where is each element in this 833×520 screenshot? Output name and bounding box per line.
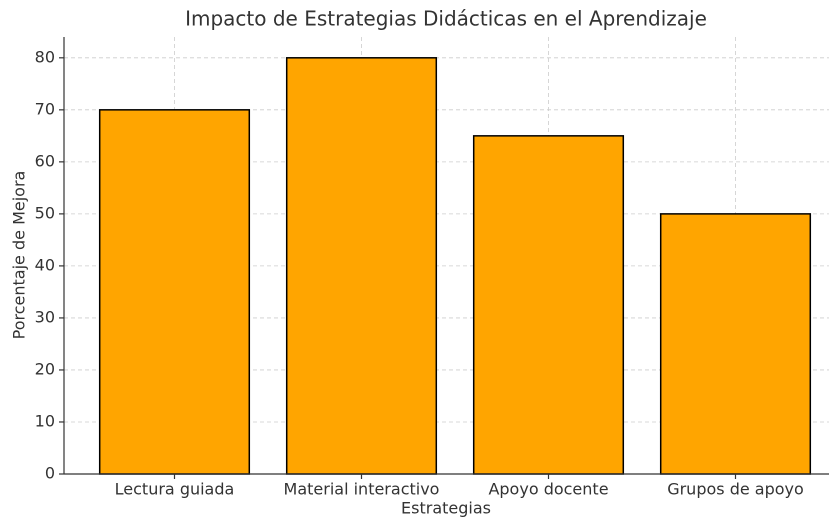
bar xyxy=(472,135,625,475)
y-tick-label: 0 xyxy=(45,464,55,483)
y-tick-label: 10 xyxy=(35,411,55,430)
x-tick-label: Apoyo docente xyxy=(488,480,608,499)
x-tick-label: Material interactivo xyxy=(284,480,440,499)
y-tick-label: 60 xyxy=(35,151,55,170)
bar xyxy=(659,213,812,475)
y-tick-label: 80 xyxy=(35,47,55,66)
y-axis-label: Porcentaje de Mejora xyxy=(10,171,29,340)
y-tick-label: 50 xyxy=(35,203,55,222)
chart-title: Impacto de Estrategias Didácticas en el … xyxy=(185,7,707,31)
y-tick-label: 40 xyxy=(35,255,55,274)
bar xyxy=(98,109,251,475)
y-tick-label: 70 xyxy=(35,99,55,118)
x-tick-label: Lectura guiada xyxy=(115,480,235,499)
y-tick-label: 30 xyxy=(35,307,55,326)
x-axis-label: Estrategias xyxy=(401,499,491,518)
bar xyxy=(285,57,438,475)
x-tick-label: Grupos de apoyo xyxy=(667,480,804,499)
y-tick-label: 20 xyxy=(35,359,55,378)
